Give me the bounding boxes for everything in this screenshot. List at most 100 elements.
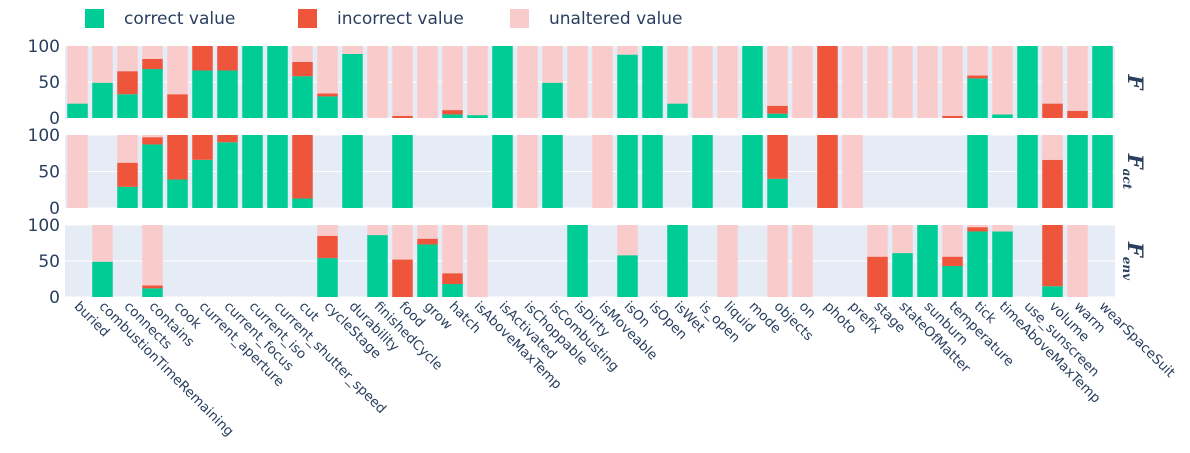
- bar-incorrect[interactable]: [142, 137, 163, 145]
- bar-unaltered[interactable]: [417, 225, 438, 239]
- legend-item-2[interactable]: unaltered value: [510, 9, 683, 29]
- bar-unaltered[interactable]: [542, 46, 563, 83]
- bar-correct[interactable]: [992, 114, 1013, 118]
- bar-correct[interactable]: [392, 135, 413, 208]
- bar-incorrect[interactable]: [417, 238, 438, 245]
- bar-correct[interactable]: [567, 225, 588, 297]
- bar-correct[interactable]: [92, 261, 113, 297]
- bar-correct[interactable]: [917, 225, 938, 297]
- bar-correct[interactable]: [967, 78, 988, 118]
- bar-correct[interactable]: [617, 255, 638, 297]
- bar-unaltered[interactable]: [1042, 46, 1063, 104]
- bar-unaltered[interactable]: [367, 225, 388, 236]
- bar-unaltered[interactable]: [867, 46, 888, 118]
- bar-unaltered[interactable]: [1067, 46, 1088, 111]
- bar-unaltered[interactable]: [142, 46, 163, 59]
- bar-correct[interactable]: [667, 225, 688, 297]
- bar-unaltered[interactable]: [92, 225, 113, 262]
- bar-correct[interactable]: [892, 253, 913, 297]
- bar-incorrect[interactable]: [867, 256, 888, 297]
- bar-correct[interactable]: [217, 70, 238, 118]
- bar-correct[interactable]: [292, 198, 313, 208]
- bar-incorrect[interactable]: [442, 110, 463, 115]
- bar-correct[interactable]: [992, 231, 1013, 297]
- bar-unaltered[interactable]: [1042, 135, 1063, 160]
- bar-correct[interactable]: [342, 53, 363, 118]
- bar-correct[interactable]: [1042, 286, 1063, 297]
- bar-unaltered[interactable]: [142, 225, 163, 286]
- bar-unaltered[interactable]: [967, 46, 988, 76]
- bar-incorrect[interactable]: [392, 115, 413, 118]
- bar-incorrect[interactable]: [292, 61, 313, 77]
- bar-correct[interactable]: [492, 135, 513, 208]
- bar-incorrect[interactable]: [217, 46, 238, 71]
- bar-unaltered[interactable]: [567, 46, 588, 118]
- bar-unaltered[interactable]: [442, 46, 463, 111]
- bar-incorrect[interactable]: [1042, 225, 1063, 287]
- bar-unaltered[interactable]: [592, 46, 613, 118]
- bar-correct[interactable]: [317, 258, 338, 297]
- bar-incorrect[interactable]: [817, 46, 838, 118]
- bar-incorrect[interactable]: [117, 162, 138, 187]
- bar-incorrect[interactable]: [317, 93, 338, 97]
- bar-unaltered[interactable]: [617, 225, 638, 256]
- bar-correct[interactable]: [442, 284, 463, 297]
- bar-correct[interactable]: [1017, 135, 1038, 208]
- bar-correct[interactable]: [467, 115, 488, 118]
- bar-incorrect[interactable]: [192, 46, 213, 71]
- bar-correct[interactable]: [142, 288, 163, 297]
- bar-incorrect[interactable]: [317, 235, 338, 259]
- bar-correct[interactable]: [1092, 135, 1113, 208]
- bar-unaltered[interactable]: [417, 46, 438, 118]
- bar-unaltered[interactable]: [667, 46, 688, 104]
- bar-correct[interactable]: [967, 231, 988, 297]
- bar-unaltered[interactable]: [942, 225, 963, 257]
- bar-incorrect[interactable]: [1067, 110, 1088, 118]
- bar-incorrect[interactable]: [1042, 103, 1063, 118]
- bar-unaltered[interactable]: [467, 46, 488, 116]
- bar-correct[interactable]: [542, 135, 563, 208]
- bar-unaltered[interactable]: [692, 46, 713, 118]
- bar-unaltered[interactable]: [292, 46, 313, 62]
- bar-correct[interactable]: [142, 144, 163, 208]
- bar-unaltered[interactable]: [992, 225, 1013, 232]
- bar-unaltered[interactable]: [717, 46, 738, 118]
- bar-incorrect[interactable]: [817, 135, 838, 208]
- bar-incorrect[interactable]: [967, 75, 988, 79]
- bar-incorrect[interactable]: [442, 273, 463, 285]
- bar-correct[interactable]: [117, 94, 138, 118]
- bar-unaltered[interactable]: [317, 46, 338, 94]
- bar-incorrect[interactable]: [217, 135, 238, 143]
- legend-item-0[interactable]: correct value: [85, 9, 235, 29]
- bar-correct[interactable]: [642, 46, 663, 118]
- bar-correct[interactable]: [242, 135, 263, 208]
- bar-incorrect[interactable]: [142, 285, 163, 289]
- bar-correct[interactable]: [192, 70, 213, 118]
- bar-correct[interactable]: [142, 69, 163, 118]
- bar-unaltered[interactable]: [467, 225, 488, 297]
- bar-unaltered[interactable]: [342, 46, 363, 54]
- bar-incorrect[interactable]: [117, 71, 138, 95]
- bar-correct[interactable]: [1092, 46, 1113, 118]
- bar-correct[interactable]: [1017, 46, 1038, 118]
- bar-correct[interactable]: [617, 135, 638, 208]
- bar-unaltered[interactable]: [317, 225, 338, 236]
- bar-correct[interactable]: [967, 135, 988, 208]
- bar-unaltered[interactable]: [592, 135, 613, 208]
- bar-unaltered[interactable]: [617, 46, 638, 55]
- bar-correct[interactable]: [192, 159, 213, 208]
- bar-unaltered[interactable]: [767, 225, 788, 297]
- bar-unaltered[interactable]: [67, 46, 88, 104]
- bar-correct[interactable]: [692, 135, 713, 208]
- bar-correct[interactable]: [742, 135, 763, 208]
- bar-unaltered[interactable]: [892, 46, 913, 118]
- bar-unaltered[interactable]: [767, 46, 788, 106]
- bar-unaltered[interactable]: [517, 46, 538, 118]
- bar-unaltered[interactable]: [142, 135, 163, 138]
- bar-correct[interactable]: [267, 46, 288, 118]
- bar-unaltered[interactable]: [167, 46, 188, 95]
- bar-unaltered[interactable]: [717, 225, 738, 297]
- bar-correct[interactable]: [642, 135, 663, 208]
- bar-correct[interactable]: [942, 266, 963, 297]
- bar-correct[interactable]: [492, 46, 513, 118]
